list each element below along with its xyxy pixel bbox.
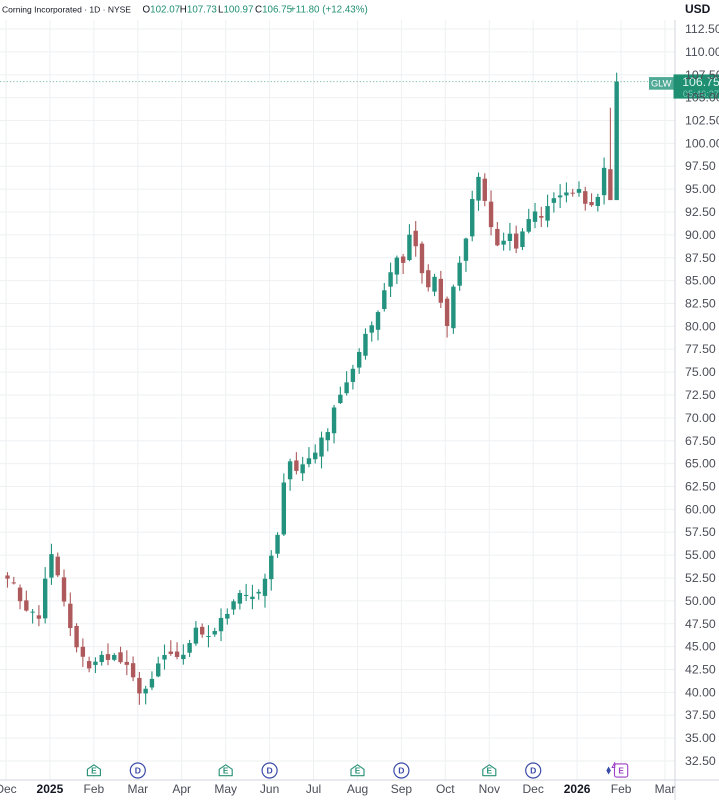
svg-text:USD: USD	[685, 2, 711, 16]
svg-text:35.00: 35.00	[685, 731, 716, 745]
svg-text:D: D	[530, 766, 536, 776]
svg-text:85.00: 85.00	[685, 274, 716, 288]
svg-text:97.50: 97.50	[685, 159, 716, 173]
svg-text:62.50: 62.50	[685, 480, 716, 494]
svg-text:42.50: 42.50	[685, 663, 716, 677]
svg-text:80.00: 80.00	[685, 319, 716, 333]
svg-text:82.50: 82.50	[685, 297, 716, 311]
svg-text:+11.80 (+12.43%): +11.80 (+12.43%)	[290, 5, 368, 16]
svg-text:77.50: 77.50	[685, 342, 716, 356]
svg-text:Apr: Apr	[172, 782, 191, 796]
svg-text:105.00: 105.00	[685, 91, 719, 105]
svg-text:H107.73: H107.73	[180, 5, 218, 16]
svg-text:45.00: 45.00	[685, 640, 716, 654]
svg-text:Sep: Sep	[391, 782, 413, 796]
svg-text:67.50: 67.50	[685, 434, 716, 448]
svg-text:40.00: 40.00	[685, 685, 716, 699]
svg-text:E: E	[487, 766, 493, 776]
svg-text:102.50: 102.50	[685, 114, 719, 128]
svg-text:L100.97: L100.97	[218, 5, 253, 16]
svg-text:32.50: 32.50	[685, 754, 716, 768]
svg-text:E: E	[91, 766, 97, 776]
svg-text:112.50: 112.50	[685, 22, 719, 36]
svg-text:92.50: 92.50	[685, 205, 716, 219]
svg-text:O102.07: O102.07	[143, 5, 181, 16]
svg-text:Jul: Jul	[306, 782, 321, 796]
svg-text:Mar: Mar	[127, 782, 148, 796]
svg-text:Oct: Oct	[436, 782, 455, 796]
svg-text:Mar: Mar	[655, 782, 676, 796]
svg-text:E: E	[223, 766, 229, 776]
svg-text:37.50: 37.50	[685, 708, 716, 722]
svg-text:C106.75: C106.75	[255, 5, 293, 16]
svg-text:50.00: 50.00	[685, 594, 716, 608]
svg-text:2026: 2026	[564, 782, 591, 796]
svg-text:D: D	[135, 766, 141, 776]
svg-text:2025: 2025	[37, 782, 64, 796]
svg-text:100.00: 100.00	[685, 136, 719, 150]
svg-text:57.50: 57.50	[685, 525, 716, 539]
svg-text:E: E	[355, 766, 361, 776]
svg-text:107.50: 107.50	[685, 68, 719, 82]
svg-text:75.00: 75.00	[685, 365, 716, 379]
svg-text:Nov: Nov	[479, 782, 500, 796]
svg-text:May: May	[214, 782, 237, 796]
svg-text:E: E	[618, 765, 624, 775]
svg-text:65.00: 65.00	[685, 457, 716, 471]
svg-text:87.50: 87.50	[685, 251, 716, 265]
svg-text:110.00: 110.00	[685, 45, 719, 59]
svg-text:52.50: 52.50	[685, 571, 716, 585]
svg-text:Dec: Dec	[0, 782, 17, 796]
svg-text:70.00: 70.00	[685, 411, 716, 425]
svg-text:D: D	[398, 766, 404, 776]
svg-text:Corning Incorporated · 1D · NY: Corning Incorporated · 1D · NYSE	[2, 5, 131, 15]
svg-text:Feb: Feb	[611, 782, 632, 796]
svg-text:Aug: Aug	[347, 782, 368, 796]
svg-text:Dec: Dec	[523, 782, 544, 796]
svg-text:90.00: 90.00	[685, 228, 716, 242]
svg-text:95.00: 95.00	[685, 182, 716, 196]
svg-text:Feb: Feb	[84, 782, 105, 796]
svg-text:60.00: 60.00	[685, 502, 716, 516]
svg-text:55.00: 55.00	[685, 548, 716, 562]
svg-text:72.50: 72.50	[685, 388, 716, 402]
svg-text:Jun: Jun	[260, 782, 279, 796]
svg-text:GLW: GLW	[651, 79, 672, 89]
svg-text:D: D	[266, 766, 272, 776]
svg-text:47.50: 47.50	[685, 617, 716, 631]
